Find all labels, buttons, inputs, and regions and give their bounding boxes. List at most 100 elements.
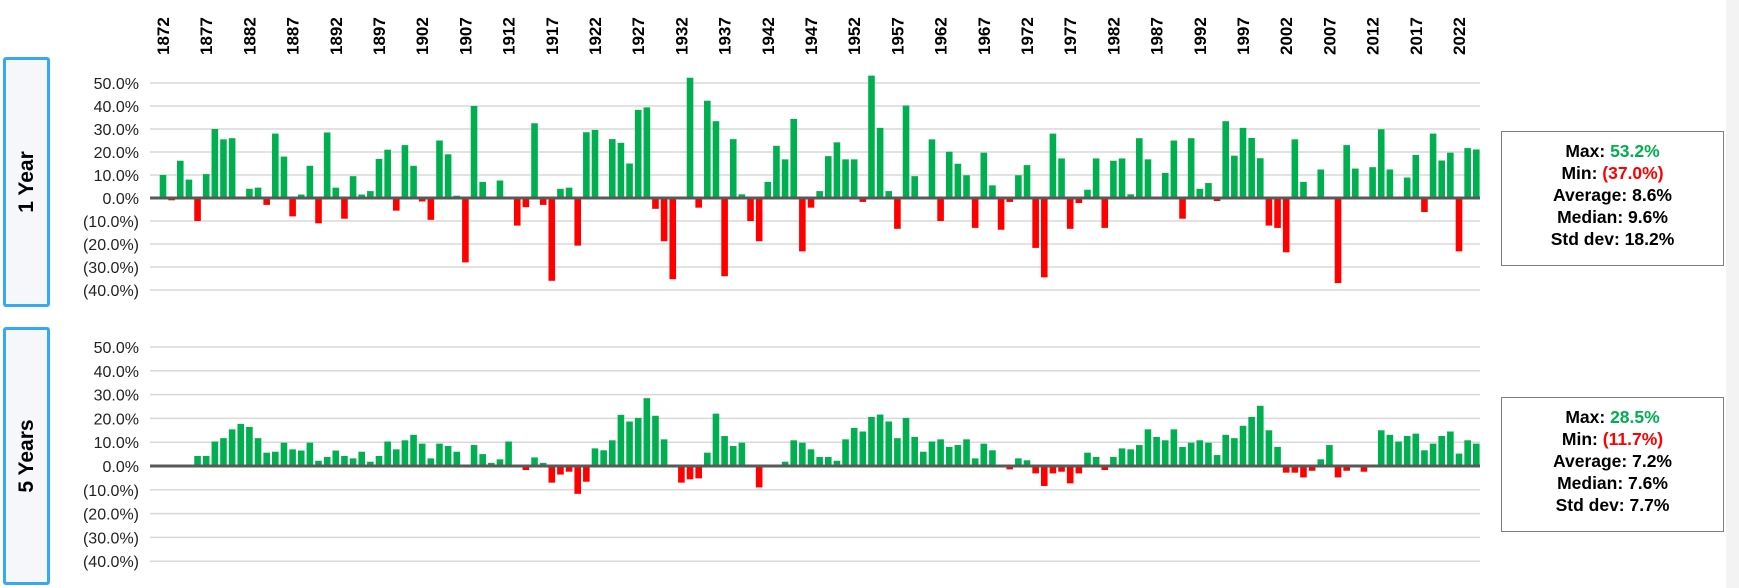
bar-1915	[531, 123, 538, 198]
bar-1933	[686, 466, 694, 480]
bar-1945	[790, 118, 798, 198]
bar-1949	[824, 156, 832, 198]
x-tick-label: 1957	[888, 17, 907, 55]
bar-1981	[1101, 466, 1109, 471]
bar-1924	[608, 139, 616, 198]
y-tick-label: (40.0%)	[83, 554, 139, 571]
x-tick-label: 1887	[284, 17, 303, 55]
bar-1876	[194, 456, 201, 466]
bar-1900	[401, 145, 409, 198]
bar-1955	[876, 414, 884, 466]
bar-1888	[297, 450, 305, 466]
bar-1939	[738, 442, 746, 466]
bar-1902	[418, 443, 426, 466]
bar-1992	[1196, 188, 1204, 198]
bar-1957	[894, 198, 901, 229]
x-tick-label: 1902	[413, 17, 432, 55]
bar-2003	[1291, 466, 1299, 473]
bar-1998	[1248, 416, 1255, 466]
y-tick-label: 40.0%	[94, 364, 139, 381]
bar-1932	[678, 466, 685, 483]
bar-1977	[1066, 466, 1074, 484]
x-tick-label: 1977	[1061, 17, 1080, 55]
bar-2004	[1300, 181, 1307, 198]
stats-box-1-year: Max: 53.2% Min: (37.0%) Average: 8.6% Me…	[1501, 131, 1724, 266]
bar-1926	[626, 163, 633, 198]
stat-std-dev: Std dev: 7.7%	[1555, 495, 1670, 515]
bar-1880	[228, 429, 236, 466]
bar-1950	[833, 460, 841, 466]
bar-1887	[289, 198, 296, 217]
bar-2014	[1386, 434, 1394, 466]
bar-1926	[626, 421, 633, 466]
bar-1986	[1144, 429, 1152, 466]
bar-1978	[1075, 198, 1083, 204]
y-tick-label: 20.0%	[94, 411, 139, 428]
bar-1954	[868, 75, 875, 198]
bar-2019	[1429, 443, 1437, 466]
y-tick-label: 0.0%	[103, 459, 139, 476]
bar-1997	[1239, 425, 1247, 466]
x-tick-label: 1927	[629, 17, 648, 55]
bar-1920	[574, 466, 582, 494]
bar-1980	[1092, 158, 1100, 198]
bar-1901	[410, 165, 417, 198]
x-tick-label: 1952	[845, 17, 864, 55]
bar-1970	[1006, 466, 1014, 470]
bar-1892	[332, 450, 340, 466]
bar-2018	[1421, 198, 1428, 213]
bar-1982	[1110, 160, 1117, 198]
x-tick-label: 1992	[1191, 17, 1210, 55]
bar-1928	[643, 107, 651, 198]
y-tick-label: (30.0%)	[83, 260, 139, 277]
bar-1935	[704, 452, 711, 466]
bar-1988	[1161, 172, 1169, 198]
bar-1975	[1049, 466, 1057, 474]
bar-1877	[202, 174, 210, 198]
bar-1958	[902, 417, 910, 466]
bar-1996	[1231, 438, 1238, 466]
bar-2017	[1412, 154, 1420, 198]
x-tick-label: 1947	[802, 17, 821, 55]
bar-1933	[686, 77, 694, 198]
bar-1893	[341, 456, 348, 466]
y-tick-label: 20.0%	[94, 145, 139, 162]
bar-1888	[297, 194, 305, 198]
bar-1996	[1231, 155, 1238, 198]
bar-1885	[272, 133, 279, 198]
bar-1893	[341, 198, 348, 219]
bar-1967	[980, 443, 988, 466]
y-tick-label: (10.0%)	[83, 214, 139, 231]
bar-1904	[436, 140, 443, 198]
bar-1935	[704, 100, 711, 198]
bar-1925	[617, 142, 625, 198]
y-tick-label: (30.0%)	[83, 530, 139, 547]
bar-1894	[349, 458, 357, 466]
bar-1896	[367, 461, 374, 466]
bar-2022	[1455, 453, 1463, 466]
y-tick-label: 30.0%	[94, 122, 139, 139]
bar-1879	[220, 438, 227, 466]
bar-1878	[211, 129, 219, 198]
bar-2024	[1472, 149, 1480, 198]
bar-1904	[436, 443, 443, 466]
bar-1938	[729, 139, 737, 198]
bar-1962	[937, 439, 944, 466]
bar-1958	[902, 105, 910, 198]
bar-1917	[548, 198, 556, 281]
bar-1896	[367, 191, 374, 198]
bar-1975	[1049, 133, 1057, 198]
bar-1977	[1066, 198, 1074, 229]
bar-2016	[1403, 436, 1411, 466]
bar-1968	[989, 185, 996, 198]
bar-1937	[721, 198, 728, 277]
stat-average: Average: 7.2%	[1553, 451, 1672, 471]
bar-1947	[807, 449, 815, 466]
bar-1967	[980, 152, 988, 198]
bar-1897	[375, 158, 383, 198]
stat-min: Min: (11.7%)	[1561, 429, 1664, 449]
bar-1886	[280, 442, 288, 466]
bar-1937	[721, 436, 728, 466]
bar-1903	[427, 198, 435, 220]
bar-2005	[1308, 466, 1316, 471]
